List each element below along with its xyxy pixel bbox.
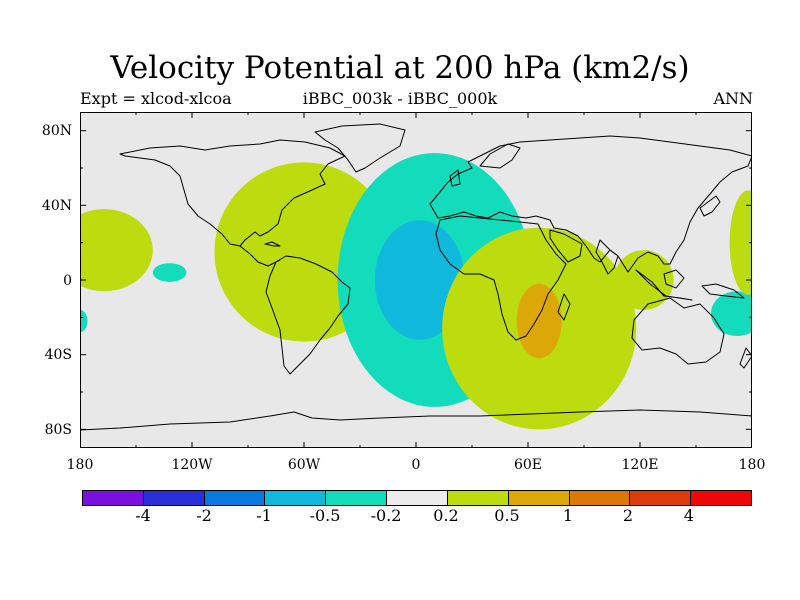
anomaly-dateline-positive bbox=[729, 190, 752, 295]
colorbar-box bbox=[630, 491, 692, 505]
coast-india bbox=[595, 239, 619, 275]
colorbar-label-4: 4 bbox=[683, 506, 695, 525]
colorbar-label-minus-1: -1 bbox=[256, 506, 272, 525]
x-label-0: 0 bbox=[411, 457, 421, 473]
colorbar-box bbox=[508, 491, 570, 505]
colorbar-box bbox=[265, 491, 327, 505]
coast-madagascar bbox=[557, 293, 571, 321]
coast-japan bbox=[699, 195, 721, 217]
x-label-60w: 60W bbox=[287, 457, 321, 473]
colorbar-box bbox=[326, 491, 388, 505]
x-label-120w: 120W bbox=[171, 457, 213, 473]
colorbar-label-minus-2: -2 bbox=[196, 506, 212, 525]
experiment-label: Expt = xlcod-xlcoa bbox=[80, 89, 232, 108]
colorbar-box bbox=[387, 491, 448, 505]
plot-title: Velocity Potential at 200 hPa (km2/s) bbox=[110, 50, 690, 86]
coast-antarctica bbox=[80, 409, 752, 431]
y-label-equator: 0 bbox=[63, 273, 72, 289]
colorbar-box bbox=[204, 491, 266, 505]
coast-greenland bbox=[314, 123, 406, 173]
coastlines bbox=[80, 123, 752, 431]
coast-new-guinea bbox=[701, 283, 745, 299]
colorbar-label-0-5: 0.5 bbox=[494, 506, 520, 525]
colorbar-box bbox=[143, 491, 205, 505]
y-label-80n: 80N bbox=[41, 123, 72, 139]
x-label-120e: 120E bbox=[621, 457, 659, 473]
y-label-40n: 40N bbox=[41, 198, 72, 214]
colorbar-label-1: 1 bbox=[562, 506, 574, 525]
coast-cuba bbox=[264, 241, 281, 247]
coast-north-america bbox=[119, 139, 346, 247]
anomaly-west-edge-negative bbox=[80, 309, 88, 333]
coast-new-zealand bbox=[739, 347, 752, 369]
y-label-40s: 40S bbox=[44, 347, 72, 363]
x-label-180-west: 180 bbox=[66, 457, 94, 473]
coast-sumatra-java bbox=[635, 269, 693, 301]
anomaly-maritime-continent-positive bbox=[613, 250, 674, 310]
anomaly-africa-core-negative bbox=[374, 220, 465, 340]
colorbar-box bbox=[447, 491, 509, 505]
anomaly-central-pacific-positive bbox=[80, 209, 153, 292]
colorbar-box bbox=[691, 491, 751, 505]
colorbar-label-minus-0-5: -0.5 bbox=[309, 506, 341, 525]
coast-britain bbox=[449, 169, 461, 187]
colorbar bbox=[82, 490, 752, 506]
x-label-60e: 60E bbox=[513, 457, 543, 473]
y-label-80s: 80S bbox=[44, 422, 72, 438]
coast-borneo bbox=[663, 269, 685, 289]
coast-south-america bbox=[265, 255, 351, 375]
season-label: ANN bbox=[713, 89, 753, 108]
coast-australia bbox=[631, 297, 725, 365]
x-label-180-east: 180 bbox=[738, 457, 766, 473]
coast-eurasia bbox=[429, 135, 752, 273]
colorbar-label-2: 2 bbox=[622, 506, 634, 525]
anomaly-east-pacific-negative bbox=[152, 263, 187, 282]
velocity-potential-map bbox=[80, 112, 752, 448]
anomaly-western-pacific-negative bbox=[710, 291, 752, 336]
coast-africa bbox=[435, 215, 567, 341]
axis-ticks bbox=[80, 112, 752, 448]
anomaly-indian-ocean-core-positive bbox=[516, 283, 562, 359]
coast-scandinavia bbox=[479, 143, 521, 169]
coast-arabia bbox=[549, 229, 583, 263]
comparison-label: iBBC_003k - iBBC_000k bbox=[302, 89, 498, 108]
colorbar-box bbox=[83, 491, 144, 505]
colorbar-label-0-2: 0.2 bbox=[433, 506, 459, 525]
colorbar-box bbox=[569, 491, 631, 505]
colorbar-label-minus-4: -4 bbox=[135, 506, 151, 525]
colorbar-label-minus-0-2: -0.2 bbox=[370, 506, 402, 525]
